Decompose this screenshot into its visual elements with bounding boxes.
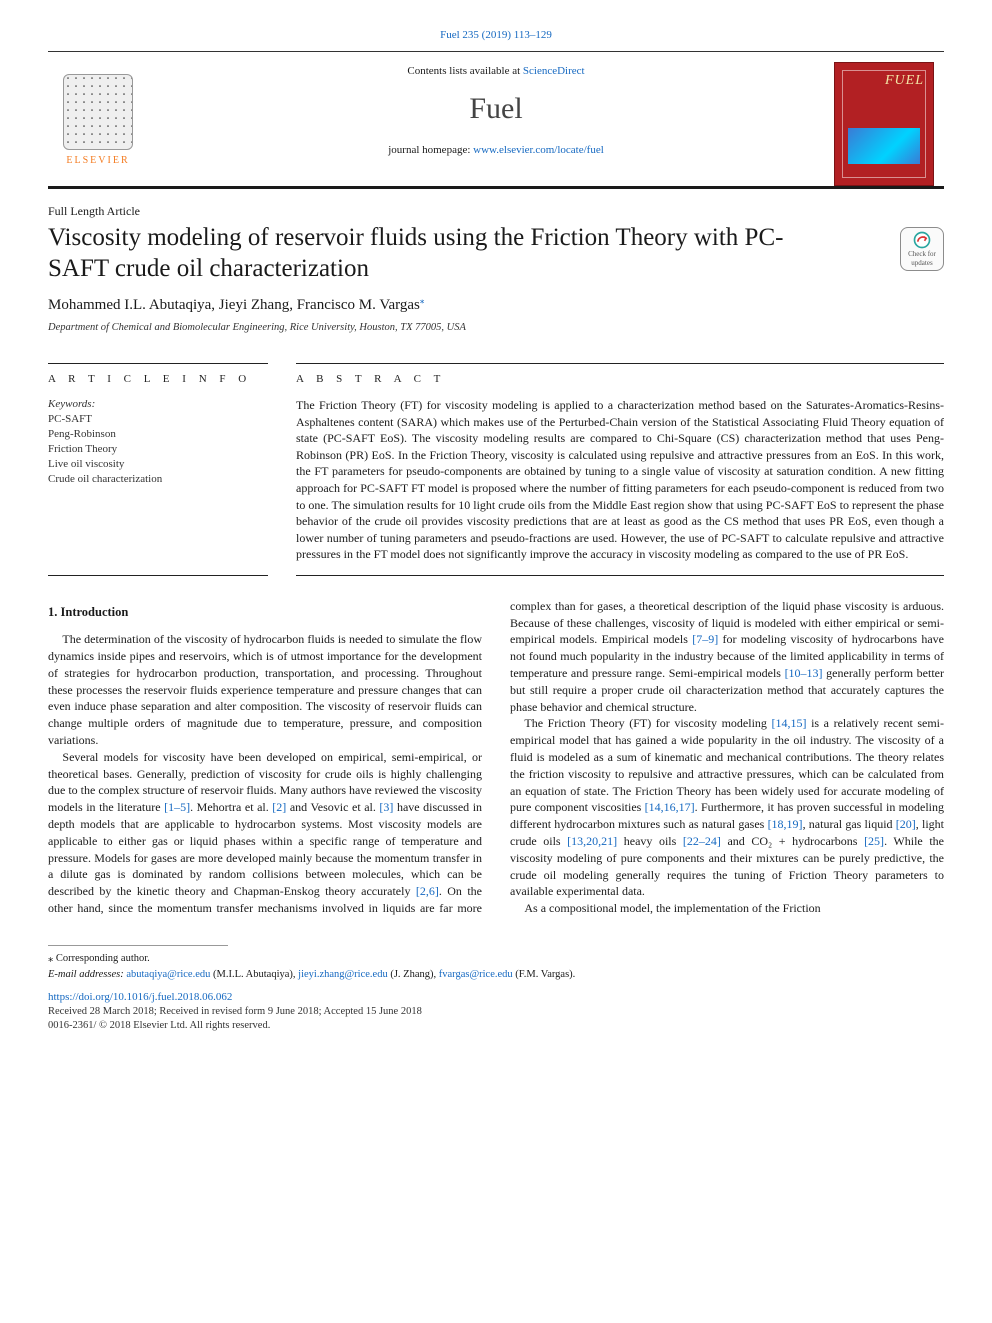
abstract-heading: A B S T R A C T: [296, 363, 944, 387]
body-p5: As a compositional model, the implementa…: [510, 900, 944, 917]
elsevier-logo: ELSEVIER: [48, 62, 148, 174]
affiliation: Department of Chemical and Biomolecular …: [48, 321, 944, 335]
email-link[interactable]: abutaqiya@rice.edu: [126, 969, 210, 980]
section-1-heading: 1. Introduction: [48, 604, 482, 622]
cite-link[interactable]: [1–5]: [164, 800, 190, 814]
doi: https://doi.org/10.1016/j.fuel.2018.06.0…: [48, 990, 944, 1005]
cite-link[interactable]: [14,16,17]: [645, 800, 695, 814]
check-for-updates-badge[interactable]: Check for updates: [900, 227, 944, 271]
t: and CO₂ + hydrocarbons: [721, 834, 864, 848]
t: and Vesovic et al.: [286, 800, 379, 814]
journal-cover-art: [848, 128, 920, 164]
cite-link[interactable]: [25]: [864, 834, 884, 848]
received-line: Received 28 March 2018; Received in revi…: [48, 1005, 944, 1019]
elsevier-label: ELSEVIER: [66, 154, 129, 168]
top-citation: Fuel 235 (2019) 113–129: [48, 28, 944, 43]
keywords-list: PC-SAFT Peng-Robinson Friction Theory Li…: [48, 412, 268, 486]
doi-link[interactable]: https://doi.org/10.1016/j.fuel.2018.06.0…: [48, 991, 232, 1003]
sciencedirect-link[interactable]: ScienceDirect: [523, 65, 585, 77]
corresponding-marker[interactable]: ⁎: [420, 295, 425, 305]
authors: Mohammed I.L. Abutaqiya, Jieyi Zhang, Fr…: [48, 294, 944, 315]
article-body: 1. Introduction The determination of the…: [48, 598, 944, 917]
contents-prefix: Contents lists available at: [407, 65, 522, 77]
journal-cover-thumb: FUEL: [834, 62, 934, 186]
keywords-label: Keywords:: [48, 397, 268, 412]
keyword: Peng-Robinson: [48, 427, 268, 442]
t: . Mehortra et al.: [190, 800, 272, 814]
elsevier-tree-icon: [63, 74, 133, 150]
cite-link[interactable]: [2]: [272, 800, 286, 814]
t: heavy oils: [617, 834, 683, 848]
article-info-column: A R T I C L E I N F O Keywords: PC-SAFT …: [48, 363, 268, 575]
updates-line1: Check for: [908, 250, 936, 259]
cite-link[interactable]: [18,19]: [768, 817, 803, 831]
email-link[interactable]: jieyi.zhang@rice.edu: [298, 969, 388, 980]
email-link[interactable]: fvargas@rice.edu: [439, 969, 513, 980]
abstract-text: The Friction Theory (FT) for viscosity m…: [296, 397, 944, 575]
authors-list: Mohammed I.L. Abutaqiya, Jieyi Zhang, Fr…: [48, 297, 420, 313]
article-info-heading: A R T I C L E I N F O: [48, 363, 268, 387]
email-who: (M.I.L. Abutaqiya),: [210, 969, 298, 980]
crossmark-icon: [912, 230, 932, 250]
cite-link[interactable]: [20]: [896, 817, 916, 831]
keyword: Live oil viscosity: [48, 457, 268, 472]
article-type: Full Length Article: [48, 203, 944, 219]
cite-link[interactable]: [14,15]: [772, 716, 807, 730]
keyword: Friction Theory: [48, 442, 268, 457]
t: , natural gas liquid: [803, 817, 896, 831]
email-label: E-mail addresses:: [48, 969, 126, 980]
keyword: Crude oil characterization: [48, 472, 268, 487]
journal-cover-title: FUEL: [885, 72, 924, 91]
top-citation-link[interactable]: Fuel 235 (2019) 113–129: [440, 29, 552, 41]
cite-link[interactable]: [7–9]: [692, 632, 718, 646]
homepage-prefix: journal homepage:: [388, 144, 473, 156]
abstract-column: A B S T R A C T The Friction Theory (FT)…: [296, 363, 944, 575]
journal-homepage: journal homepage: www.elsevier.com/locat…: [172, 143, 820, 158]
cite-link[interactable]: [2,6]: [416, 884, 439, 898]
info-abstract-grid: A R T I C L E I N F O Keywords: PC-SAFT …: [48, 351, 944, 575]
contents-line: Contents lists available at ScienceDirec…: [172, 64, 820, 79]
paper-title: Viscosity modeling of reservoir fluids u…: [48, 223, 828, 284]
keyword: PC-SAFT: [48, 412, 268, 427]
cite-link[interactable]: [22–24]: [683, 834, 721, 848]
journal-header: ELSEVIER Contents lists available at Sci…: [48, 51, 944, 189]
updates-line2: updates: [911, 259, 932, 268]
body-p4: The Friction Theory (FT) for viscosity m…: [510, 715, 944, 900]
cite-link[interactable]: [3]: [379, 800, 393, 814]
copyright-line: 0016-2361/ © 2018 Elsevier Ltd. All righ…: [48, 1019, 944, 1033]
footnote-separator: [48, 945, 228, 946]
email-addresses: E-mail addresses: abutaqiya@rice.edu (M.…: [48, 968, 944, 982]
homepage-link[interactable]: www.elsevier.com/locate/fuel: [473, 144, 604, 156]
journal-name: Fuel: [172, 89, 820, 130]
cite-link[interactable]: [13,20,21]: [567, 834, 617, 848]
corresponding-author-note: ⁎ Corresponding author.: [48, 952, 944, 966]
body-p1: The determination of the viscosity of hy…: [48, 631, 482, 749]
email-who: (F.M. Vargas).: [513, 969, 576, 980]
header-center: Contents lists available at ScienceDirec…: [172, 62, 820, 168]
cite-link[interactable]: [10–13]: [785, 666, 823, 680]
email-who: (J. Zhang),: [388, 969, 439, 980]
t: The Friction Theory (FT) for viscosity m…: [524, 716, 771, 730]
